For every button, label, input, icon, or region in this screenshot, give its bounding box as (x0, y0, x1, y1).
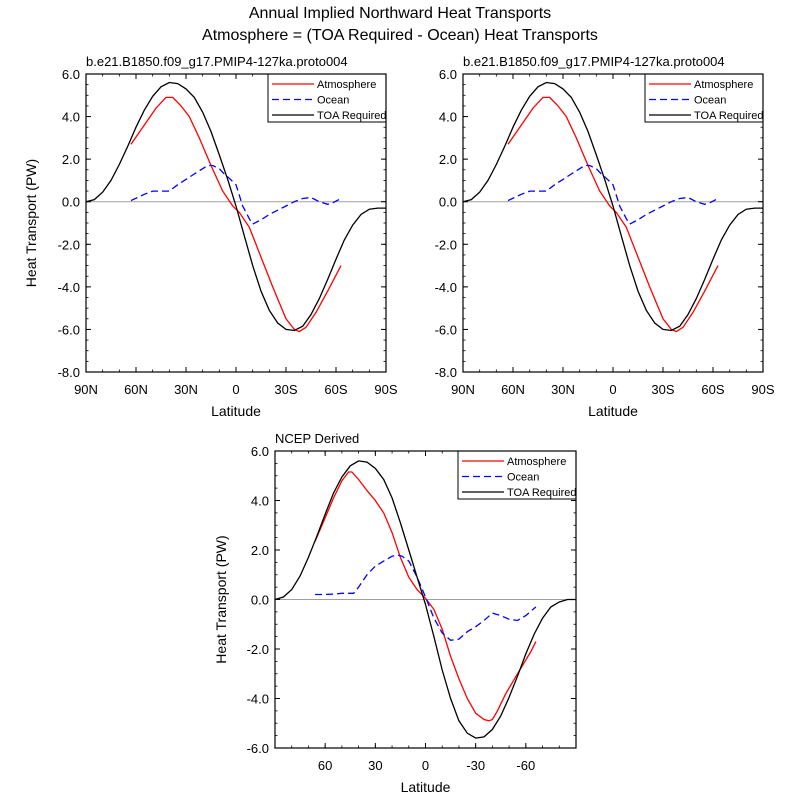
series-line-toa-required (462, 81, 763, 332)
x-tick-label: 0 (609, 382, 616, 397)
plot-frame (462, 73, 764, 373)
x-tick-label: 30N (551, 382, 575, 397)
x-tick-label: 90S (374, 382, 397, 397)
x-tick-label: -30 (466, 758, 485, 773)
panel-bottom-ncep: NCEP Derived 6.0 4.0 2.0 0.0 -2.0 -4.0 -6.0 60 30… (213, 431, 577, 795)
panel-title: b.e21.B1850.f09_g17.PMIP4-127ka.proto004 (463, 54, 725, 69)
x-axis-label: Latitude (588, 403, 638, 419)
panel-title: b.e21.B1850.f09_g17.PMIP4-127ka.proto004 (86, 54, 348, 69)
series-line-atmosphere (507, 96, 719, 333)
x-tick-label: 0 (232, 382, 239, 397)
x-tick-label: 30N (174, 382, 198, 397)
y-tick-label: -8.0 (435, 365, 457, 380)
x-axis-label: Latitude (211, 403, 261, 419)
series-line-ocean (507, 164, 719, 225)
x-tick-label: 90S (751, 382, 774, 397)
figure-title-line1: Annual Implied Northward Heat Transports (249, 5, 551, 22)
panel-top-left: b.e21.B1850.f09_g17.PMIP4-127ka.proto004… (23, 54, 398, 419)
x-tick-label: -60 (516, 758, 535, 773)
y-tick-label: -2.0 (435, 237, 457, 252)
plot-frame (274, 450, 577, 749)
y-tick-label: 2.0 (439, 152, 457, 167)
legend-label: Ocean (694, 95, 726, 107)
y-axis-label: Heat Transport (PW) (213, 535, 229, 663)
panel-title: NCEP Derived (275, 431, 359, 446)
series-line-atmosphere (130, 96, 342, 333)
y-tick-label: 2.0 (251, 543, 269, 558)
x-tick-label: 60S (701, 382, 724, 397)
x-tick-label: 30S (274, 382, 297, 397)
y-tick-label: -4.0 (247, 692, 269, 707)
y-tick-label: -6.0 (58, 322, 80, 337)
x-axis-label: Latitude (401, 779, 451, 795)
y-tick-label: 6.0 (251, 444, 269, 459)
x-tick-label: 90N (451, 382, 475, 397)
legend-label: Ocean (317, 95, 349, 107)
y-tick-label: -4.0 (58, 280, 80, 295)
y-tick-label: 0.0 (251, 593, 269, 608)
x-tick-label: 60 (318, 758, 332, 773)
legend-label: Ocean (507, 472, 539, 484)
x-tick-label: 60N (501, 382, 525, 397)
y-tick-label: -2.0 (247, 642, 269, 657)
legend-label: Atmosphere (317, 79, 376, 91)
y-tick-label: 0.0 (439, 195, 457, 210)
legend-label: TOA Required (507, 487, 577, 499)
y-tick-label: 2.0 (62, 152, 80, 167)
legend-box (644, 73, 764, 123)
series-line-ocean (130, 164, 342, 225)
x-tick-label: 60S (324, 382, 347, 397)
y-tick-label: 4.0 (439, 110, 457, 125)
legend-label: Atmosphere (694, 79, 753, 91)
figure-title-line2: Atmosphere = (TOA Required - Ocean) Heat… (202, 27, 598, 44)
panel-top-right: b.e21.B1850.f09_g17.PMIP4-127ka.proto004… (435, 54, 775, 419)
y-tick-label: 6.0 (439, 67, 457, 82)
x-tick-label: 60N (124, 382, 148, 397)
series-line-toa-required (85, 81, 386, 332)
y-tick-label: 4.0 (251, 494, 269, 509)
y-tick-label: 0.0 (62, 195, 80, 210)
y-tick-label: 6.0 (62, 67, 80, 82)
legend-label: TOA Required (317, 110, 387, 122)
y-tick-label: -6.0 (247, 741, 269, 756)
y-axis-label: Heat Transport (PW) (23, 159, 39, 287)
y-tick-label: 4.0 (62, 110, 80, 125)
x-tick-label: 0 (422, 758, 429, 773)
y-tick-label: -4.0 (435, 280, 457, 295)
legend-label: Atmosphere (507, 456, 566, 468)
y-tick-label: -2.0 (58, 237, 80, 252)
series-line-ocean (315, 554, 537, 641)
y-tick-label: -8.0 (58, 365, 80, 380)
y-tick-label: -6.0 (435, 322, 457, 337)
x-tick-label: 90N (74, 382, 98, 397)
x-tick-label: 30 (368, 758, 382, 773)
series-line-atmosphere (314, 471, 537, 722)
legend-label: TOA Required (694, 110, 764, 122)
plot-frame (85, 73, 387, 373)
x-tick-label: 30S (651, 382, 674, 397)
series-line-toa-required (274, 460, 576, 739)
